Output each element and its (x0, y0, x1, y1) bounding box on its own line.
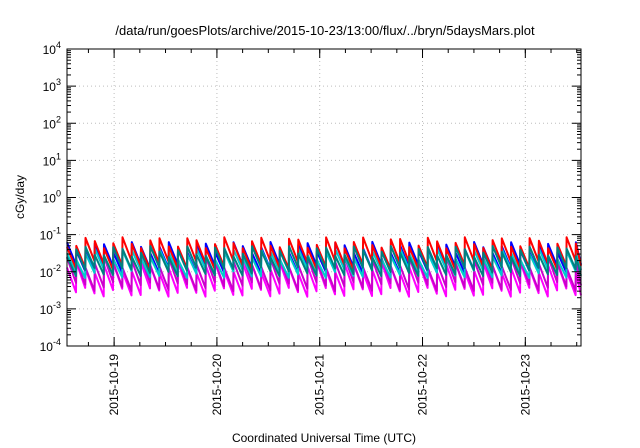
x-axis-ticks: 2015-10-19 2015-10-20 2015-10-21 2015-10-22… (87, 49, 578, 416)
y-tick-base: 10 (43, 154, 57, 168)
y-tick-label: 10-1 (40, 226, 61, 243)
y-tick-exponent: -4 (53, 337, 61, 347)
y-tick-exponent: 1 (56, 151, 61, 161)
y-tick-label: 10-3 (40, 300, 61, 317)
x-axis-label: Coordinated Universal Time (UTC) (232, 431, 416, 445)
chart-title: /data/run/goesPlots/archive/2015-10-23/1… (115, 23, 535, 38)
x-tick-label: 2015-10-23 (518, 354, 532, 416)
y-tick-base: 10 (43, 117, 57, 131)
y-tick-base: 10 (40, 266, 54, 280)
y-tick-label: 100 (43, 189, 61, 206)
y-tick-label: 104 (43, 40, 61, 57)
x-tick-label: 2015-10-21 (313, 354, 327, 416)
y-tick-label: 10-2 (40, 263, 61, 280)
grid (67, 49, 581, 346)
y-tick-base: 10 (43, 192, 57, 206)
y-tick-label: 101 (43, 151, 61, 168)
x-tick-label: 2015-10-22 (416, 354, 430, 416)
y-tick-exponent: -2 (53, 263, 61, 273)
y-tick-label: 103 (43, 77, 61, 94)
series-line (66, 245, 582, 278)
y-tick-base: 10 (40, 340, 54, 354)
y-tick-exponent: 4 (56, 40, 61, 50)
y-tick-exponent: 2 (56, 114, 61, 124)
x-tick-label: 2015-10-20 (210, 354, 224, 416)
y-tick-base: 10 (40, 229, 54, 243)
series-group (66, 236, 582, 298)
y-tick-base: 10 (43, 80, 57, 94)
y-tick-exponent: -3 (53, 300, 61, 310)
y-tick-exponent: -1 (53, 226, 61, 236)
y-tick-exponent: 0 (56, 189, 61, 199)
y-tick-base: 10 (43, 43, 57, 57)
y-tick-label: 10-4 (40, 337, 61, 354)
y-tick-label: 102 (43, 114, 61, 131)
y-axis-label: cGy/day (13, 175, 27, 219)
y-tick-base: 10 (40, 303, 54, 317)
y-tick-exponent: 3 (56, 77, 61, 87)
x-tick-label: 2015-10-19 (107, 354, 121, 416)
